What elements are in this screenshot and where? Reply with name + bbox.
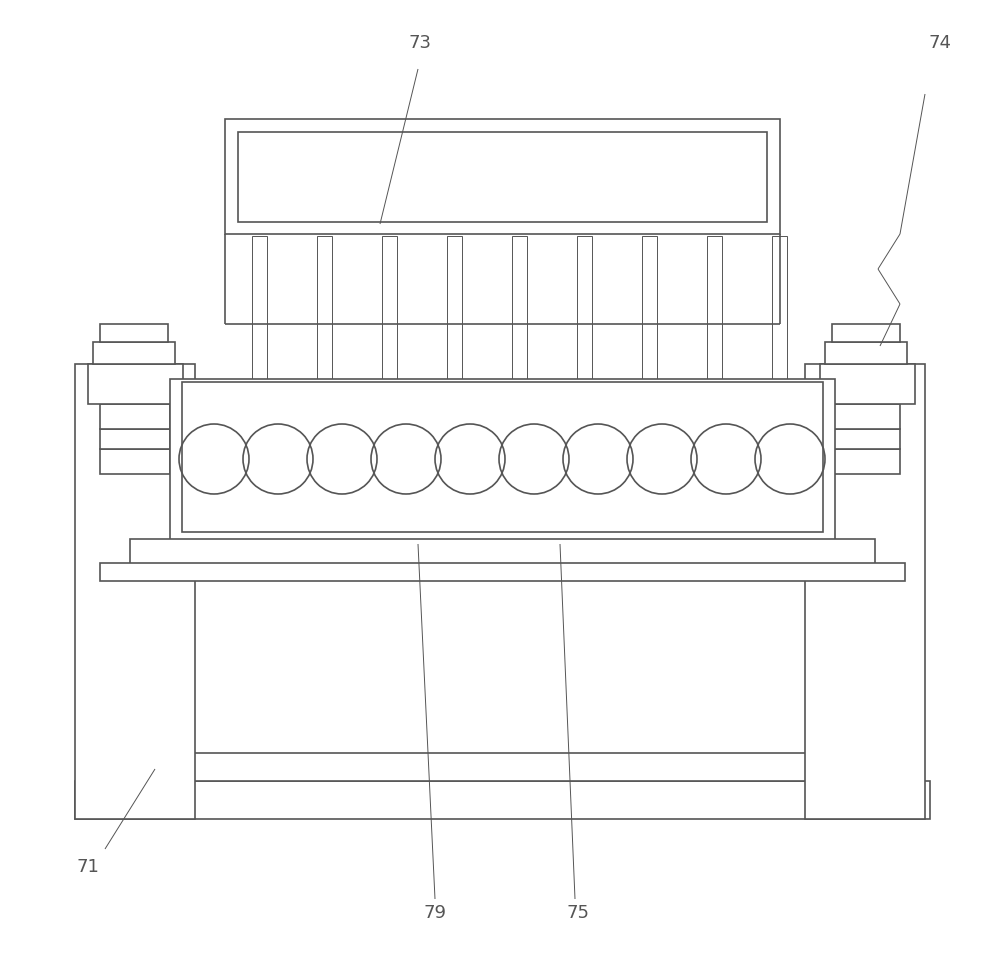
Bar [577,236,592,381]
Text: 75: 75 [566,904,590,922]
Text: 73: 73 [409,34,432,52]
Bar [238,132,767,222]
Bar [252,236,267,381]
Text: 79: 79 [424,904,446,922]
Bar [75,364,195,819]
Bar [170,379,835,544]
Bar [830,429,900,449]
Bar [382,236,397,381]
Bar [100,753,905,781]
Bar [642,236,657,381]
Bar [830,449,900,474]
Bar [100,429,170,449]
Bar [832,324,900,342]
Bar [100,404,170,429]
Bar [805,364,925,819]
Bar [707,236,722,381]
Bar [100,324,168,342]
Bar [100,449,170,474]
Bar [825,342,907,364]
Bar [225,119,780,234]
Bar [75,781,930,819]
Bar [772,236,787,381]
Bar [93,342,175,364]
Bar [447,236,462,381]
Bar [820,364,915,404]
Bar [512,236,527,381]
Bar [317,236,332,381]
Text: 74: 74 [928,34,952,52]
Text: 71: 71 [77,858,99,876]
Bar [100,563,905,581]
Bar [88,364,183,404]
Bar [830,404,900,429]
Bar [182,382,823,532]
Bar [130,539,875,569]
